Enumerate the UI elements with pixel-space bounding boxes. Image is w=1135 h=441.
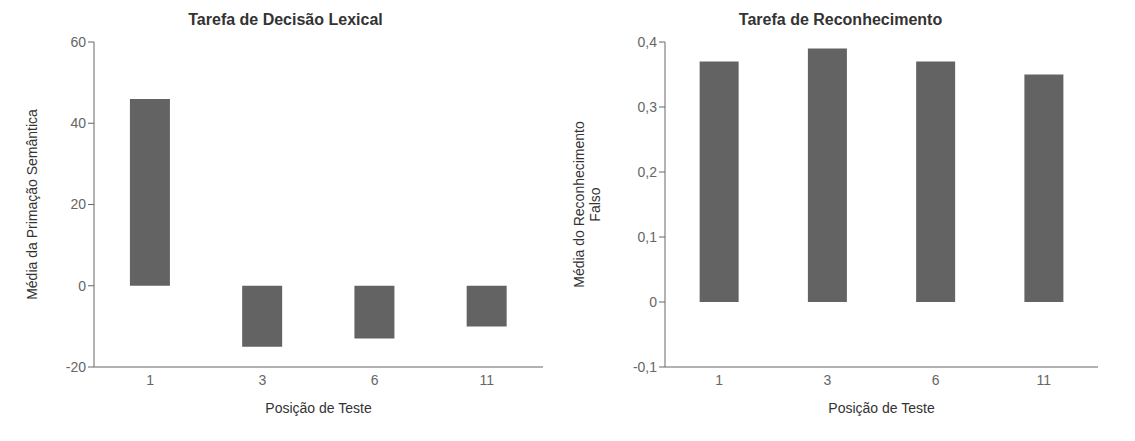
svg-text:3: 3 — [258, 372, 266, 388]
svg-text:-0,1: -0,1 — [633, 359, 657, 375]
svg-text:0,3: 0,3 — [638, 99, 658, 115]
svg-text:3: 3 — [823, 372, 831, 388]
svg-text:60: 60 — [70, 34, 86, 50]
svg-text:0: 0 — [78, 278, 86, 294]
html-text:Tarefa de Decisão Lexical: Tarefa de Decisão Lexical — [188, 11, 383, 28]
svg-text:0: 0 — [649, 294, 657, 310]
html-text:Tarefa de Reconhecimento: Tarefa de Reconhecimento — [738, 11, 943, 28]
svg-text:6: 6 — [371, 372, 379, 388]
svg-text:11: 11 — [480, 372, 495, 388]
svg-text:-20: -20 — [66, 359, 86, 375]
svg-text:Média da Primação Semântica: Média da Primação Semântica — [24, 109, 40, 300]
svg-text:Média do ReconhecimentoFalso: Média do ReconhecimentoFalso — [571, 121, 603, 288]
svg-text:6: 6 — [932, 372, 940, 388]
svg-text:0,1: 0,1 — [638, 229, 658, 245]
svg-text:20: 20 — [70, 196, 86, 212]
svg-text:40: 40 — [70, 115, 86, 131]
svg-text:0,2: 0,2 — [638, 164, 658, 180]
svg-text:Posição de Teste: Posição de Teste — [828, 400, 935, 416]
svg-text:1: 1 — [146, 372, 154, 388]
svg-text:11: 11 — [1037, 372, 1052, 388]
svg-text:0,4: 0,4 — [638, 34, 658, 50]
svg-text:Posição de Teste: Posição de Teste — [265, 400, 372, 416]
svg-text:1: 1 — [715, 372, 723, 388]
